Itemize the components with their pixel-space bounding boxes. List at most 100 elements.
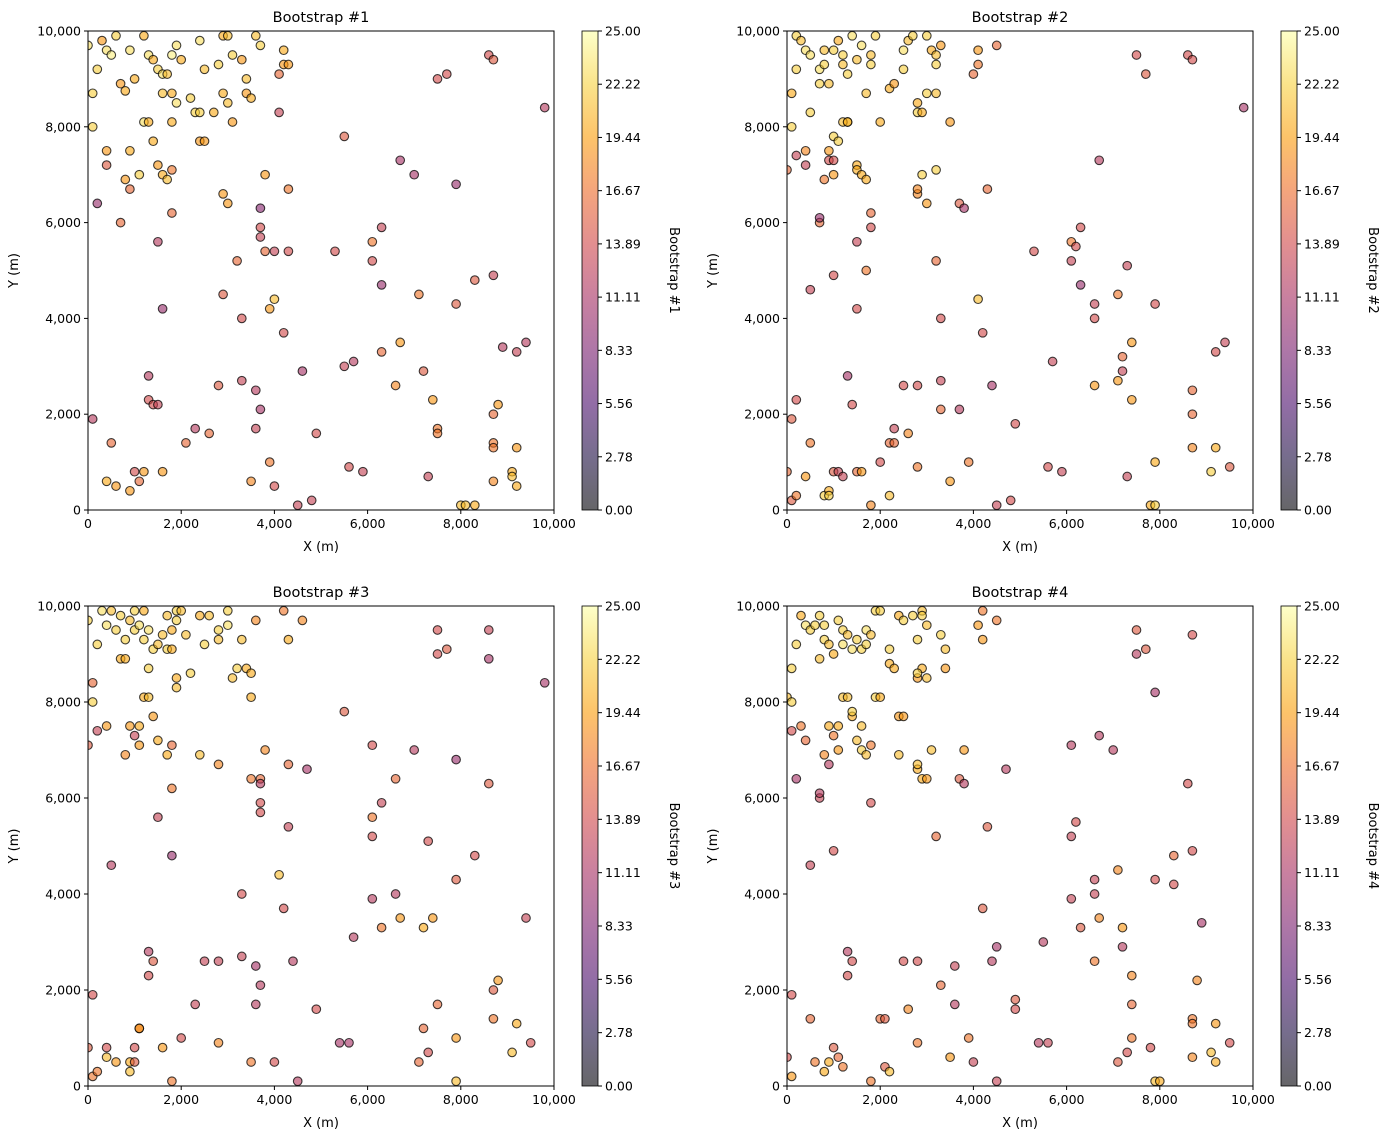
data-point (194, 749, 205, 760)
data-point (824, 759, 834, 770)
data-point (125, 184, 135, 194)
data-point (898, 956, 909, 967)
data-point (1043, 1037, 1053, 1048)
data-point (819, 59, 830, 70)
data-point (367, 812, 378, 823)
y-tick-label: 0 (73, 503, 81, 518)
data-point (134, 620, 145, 631)
data-point (409, 745, 420, 755)
data-point (167, 88, 177, 99)
data-point (134, 721, 145, 731)
data-point (842, 117, 853, 127)
colorbar-tick-label: 11.11 (605, 290, 641, 305)
data-point (917, 169, 927, 180)
data-point (129, 74, 140, 84)
colorbar (582, 31, 598, 510)
data-point (912, 956, 923, 967)
data-point (1220, 337, 1230, 348)
data-point (194, 610, 205, 621)
data-point (1187, 845, 1198, 856)
data-point (213, 59, 224, 70)
data-point (875, 457, 886, 467)
data-point (1094, 730, 1105, 741)
data-point (1187, 54, 1198, 65)
data-point (167, 644, 177, 655)
data-point (171, 40, 182, 51)
data-point (787, 697, 797, 707)
data-point (120, 634, 131, 645)
data-point (791, 639, 802, 650)
data-point (441, 69, 452, 79)
data-point (255, 778, 266, 789)
data-point (833, 35, 844, 46)
data-point (819, 45, 830, 56)
colorbar-tick-label: 13.89 (605, 236, 641, 251)
x-tick-label: 0 (84, 516, 92, 531)
data-point (274, 69, 284, 79)
colorbar-tick-label: 22.22 (1304, 652, 1340, 667)
data-point (232, 663, 242, 674)
panel-bootstrap-2: Bootstrap #2 X (m) Y (m) Bootstrap #2 0 2… (706, 10, 1380, 555)
data-point (255, 232, 266, 242)
data-point (199, 956, 210, 967)
x-tick-label: 10,000 (532, 516, 576, 531)
data-point (190, 423, 201, 434)
data-point (125, 1066, 135, 1077)
data-point (866, 50, 876, 60)
colorbar-tick-label: 22.22 (605, 77, 641, 92)
axes-frame (87, 605, 555, 1087)
y-axis-label: Y (m) (7, 829, 22, 865)
data-point (1210, 1018, 1221, 1029)
data-point (870, 31, 881, 41)
data-point (283, 634, 294, 645)
colorbar-tick-label: 11.11 (1304, 865, 1340, 880)
data-point (283, 184, 294, 194)
panel-bootstrap-3: Bootstrap #3 X (m) Y (m) Bootstrap #3 0 2… (7, 585, 681, 1131)
data-point (260, 745, 270, 755)
data-point (1187, 385, 1198, 396)
data-point (828, 649, 839, 659)
data-point (120, 749, 131, 760)
data-point (292, 1076, 303, 1086)
colorbar-tick-label: 5.56 (1304, 972, 1332, 987)
data-point (921, 88, 932, 99)
data-point (278, 45, 289, 56)
data-point (414, 1057, 424, 1067)
data-point (157, 629, 168, 640)
data-point (311, 1004, 322, 1015)
x-tick-label: 4,000 (956, 516, 992, 531)
data-point (1005, 495, 1016, 506)
data-point (236, 951, 247, 962)
y-tick-label: 2,000 (45, 983, 81, 998)
x-tick-label: 2,000 (163, 516, 199, 531)
data-point (1113, 375, 1123, 386)
y-tick-label: 10,000 (37, 24, 81, 39)
data-point (912, 1037, 923, 1048)
data-point (302, 764, 312, 775)
data-point (866, 740, 876, 751)
data-point (176, 54, 187, 65)
data-point (185, 668, 196, 679)
x-tick-label: 4,000 (257, 516, 293, 531)
data-point (1108, 745, 1119, 755)
data-point (111, 481, 121, 491)
data-point (1094, 913, 1105, 923)
data-point (92, 725, 103, 736)
data-point (539, 102, 550, 113)
data-point (101, 1042, 112, 1053)
data-point (441, 644, 452, 655)
colorbar-tick-label: 2.78 (1304, 449, 1332, 464)
data-point (511, 481, 522, 491)
x-tick-label: 6,000 (1049, 516, 1085, 531)
data-point (1029, 246, 1039, 257)
y-axis-label: Y (m) (7, 253, 22, 289)
data-point (921, 620, 932, 631)
data-point (488, 442, 499, 453)
x-tick-label: 6,000 (350, 1092, 386, 1107)
x-tick-label: 10,000 (532, 1092, 576, 1107)
data-point (460, 500, 471, 510)
data-point (1187, 629, 1198, 640)
data-point (903, 428, 914, 439)
data-point (1089, 299, 1100, 309)
data-point (1126, 970, 1137, 981)
